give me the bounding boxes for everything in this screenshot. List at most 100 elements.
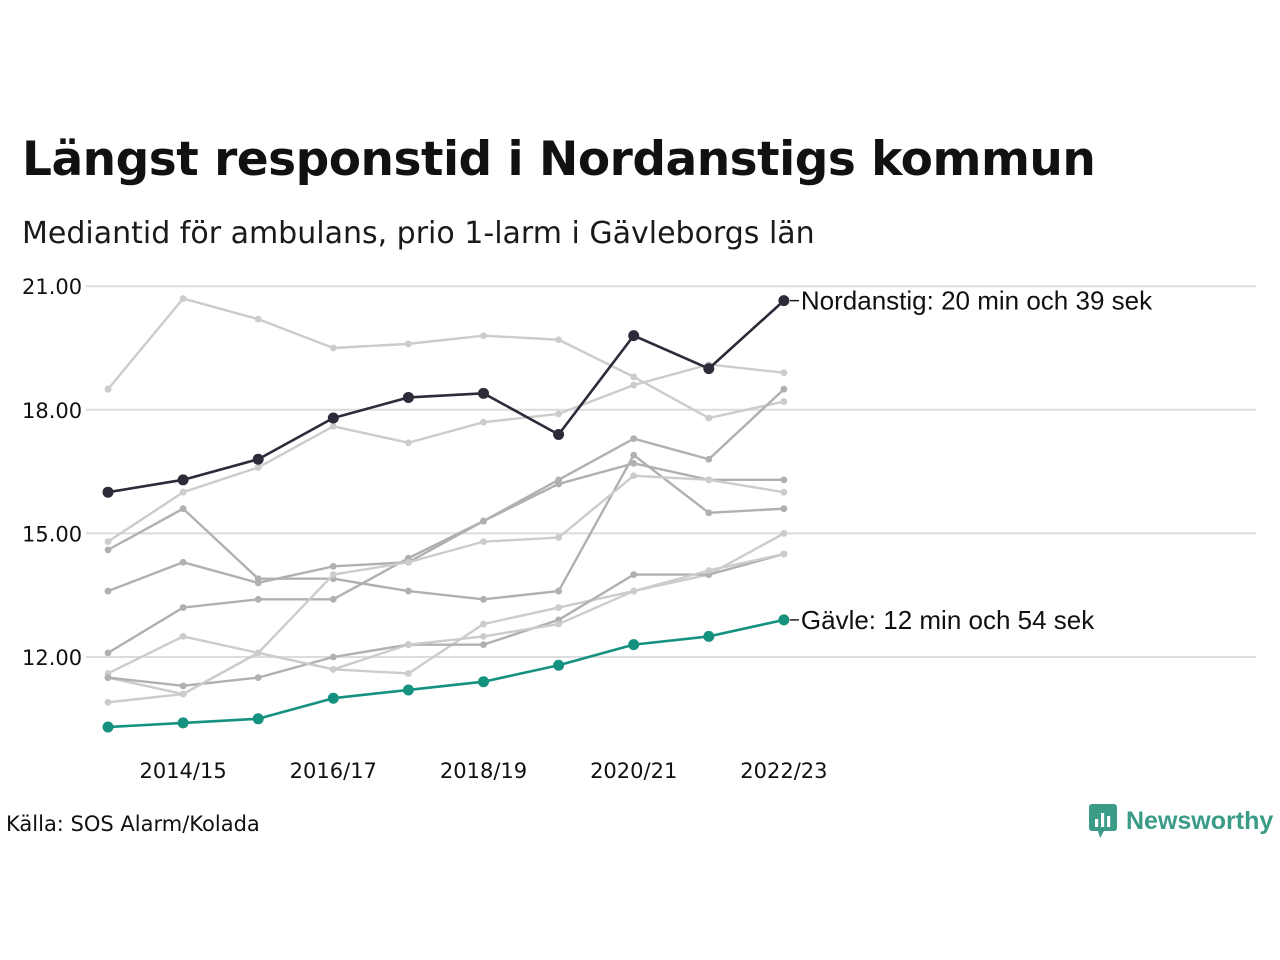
context-data-point (555, 534, 562, 541)
context-data-point (555, 620, 562, 628)
x-tick-label: 2016/17 (290, 759, 377, 783)
context-data-point (405, 587, 412, 595)
context-data-point (254, 315, 262, 323)
context-data-point (555, 336, 562, 344)
data-point-nordanstig (553, 429, 565, 441)
context-data-point (780, 488, 788, 496)
data-point-gävle (478, 676, 489, 688)
context-data-point (179, 682, 187, 690)
context-data-point (705, 509, 713, 517)
context-data-point (179, 505, 187, 513)
context-data-point (179, 295, 187, 302)
context-data-point (780, 385, 788, 393)
y-tick-label: 15.00 (22, 522, 82, 546)
newsworthy-logo[interactable]: Newsworthy (1088, 803, 1273, 839)
data-point-gävle (553, 659, 565, 671)
context-series-line (107, 552, 785, 704)
context-data-point (329, 571, 337, 578)
context-data-point (480, 332, 487, 340)
series-line-nordanstig (107, 299, 785, 494)
context-data-point (555, 604, 562, 611)
context-data-point (780, 530, 788, 537)
y-tick-label: 12.00 (22, 646, 82, 670)
source-note: Källa: SOS Alarm/Kolada (6, 812, 260, 836)
context-data-point (179, 633, 187, 640)
context-data-point (179, 604, 187, 611)
context-data-point (780, 398, 788, 405)
context-data-point (705, 476, 713, 484)
context-data-point (329, 595, 337, 603)
context-series-line (107, 474, 785, 696)
context-series-line (107, 453, 784, 601)
context-data-point (630, 587, 638, 595)
data-point-nordanstig (402, 391, 414, 403)
context-data-point (254, 649, 262, 657)
context-series-line (107, 532, 785, 675)
context-data-point (480, 595, 487, 603)
context-data-point (780, 550, 788, 558)
context-series-line (107, 462, 784, 593)
context-data-point (705, 455, 713, 463)
context-data-point (104, 587, 112, 595)
x-tick-label: 2014/15 (139, 759, 226, 783)
context-data-point (630, 373, 638, 381)
context-data-point (480, 641, 487, 649)
context-data-point (555, 476, 562, 484)
data-point-gävle (628, 639, 640, 651)
context-data-point (104, 649, 112, 657)
data-point-nordanstig (252, 453, 264, 465)
context-data-point (480, 620, 487, 628)
context-data-point (104, 698, 112, 706)
data-point-gävle (327, 692, 339, 704)
x-tick-label: 2018/19 (440, 759, 527, 783)
data-point-nordanstig (102, 486, 114, 498)
context-data-point (630, 571, 638, 578)
context-series-line (107, 552, 785, 688)
series-line-gävle (107, 618, 785, 729)
context-data-point (254, 579, 262, 587)
series-label-layer: Nordanstig: 20 min och 39 sek Gävle: 12 m… (789, 286, 1153, 635)
context-data-point (630, 459, 638, 467)
data-point-gävle (177, 717, 189, 729)
data-point-nordanstig (703, 363, 715, 375)
context-data-point (254, 674, 262, 681)
context-data-point (480, 538, 487, 546)
context-data-point (630, 451, 638, 459)
data-point-gävle (703, 630, 715, 642)
context-series-line (107, 388, 785, 654)
context-data-point (104, 546, 112, 554)
context-data-point (254, 595, 262, 603)
data-point-nordanstig (478, 387, 489, 399)
context-data-point (630, 472, 638, 480)
context-data-point (780, 369, 788, 377)
context-data-point (179, 558, 187, 566)
context-data-point (329, 665, 337, 673)
context-data-point (104, 385, 112, 393)
context-data-point (104, 538, 112, 546)
context-data-point (555, 587, 562, 595)
data-point-nordanstig (628, 330, 640, 342)
data-point-nordanstig (327, 412, 339, 424)
data-point-gävle (778, 614, 790, 626)
brand-name: Newsworthy (1126, 806, 1274, 835)
context-data-point (405, 641, 412, 649)
y-tick-label: 18.00 (22, 399, 82, 423)
highlight-series-layer (102, 295, 790, 733)
context-data-point (405, 670, 412, 677)
context-data-point (705, 567, 713, 574)
x-tick-label: 2022/23 (740, 759, 827, 783)
context-data-point (329, 422, 337, 430)
context-data-point (480, 517, 487, 525)
y-tick-label: 21.00 (22, 275, 82, 299)
series-label-nordanstig: Nordanstig: 20 min och 39 sek (801, 286, 1153, 316)
context-data-point (179, 690, 187, 698)
context-data-point (329, 653, 337, 661)
context-data-point (780, 505, 788, 513)
data-point-gävle (402, 684, 414, 696)
axis-layer: 12.00 15.00 18.00 21.00 2014/15 2016/17 2018/1… (22, 275, 828, 783)
context-data-point (480, 633, 487, 640)
context-data-point (780, 476, 788, 484)
context-data-point (480, 418, 487, 426)
context-data-point (630, 435, 638, 443)
